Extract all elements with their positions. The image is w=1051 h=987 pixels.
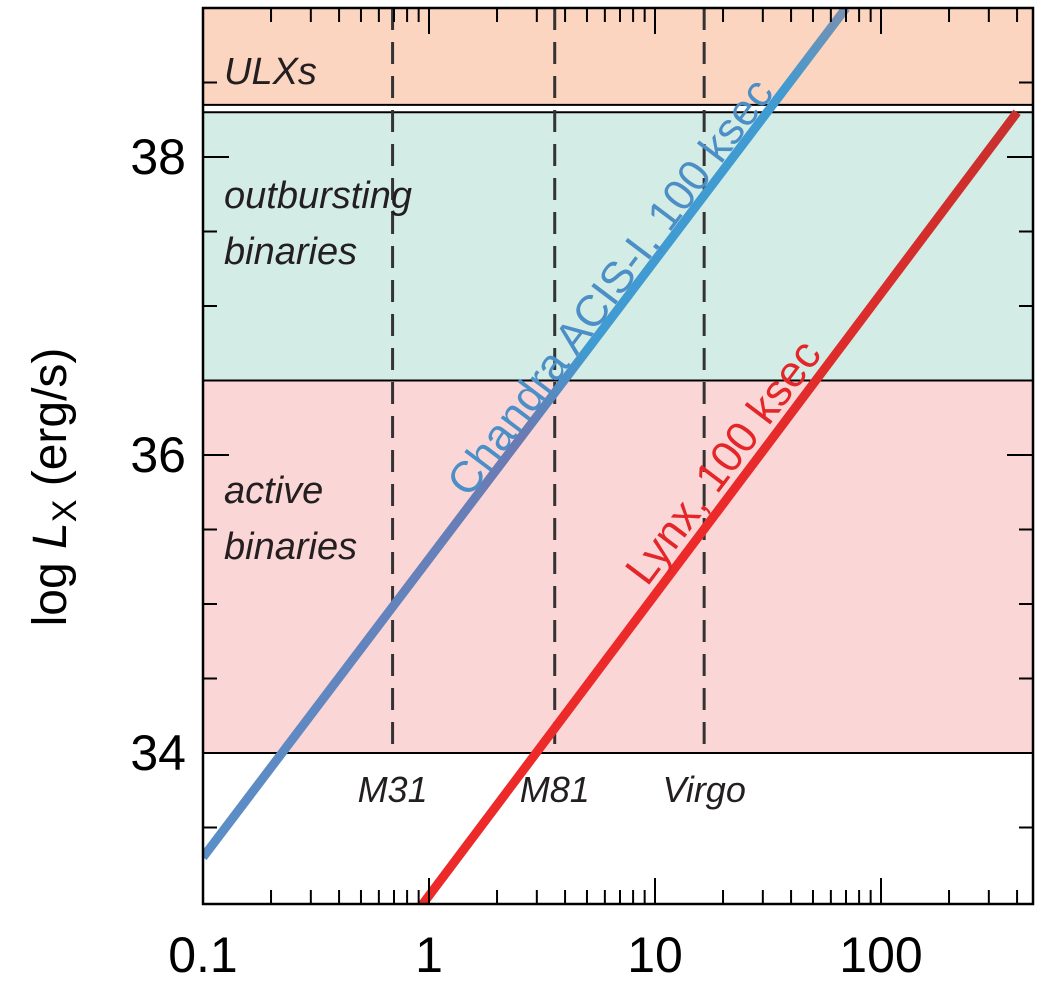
marker-label: Virgo <box>662 769 745 810</box>
region-label: outbursting <box>224 175 412 217</box>
y-tick-label: 38 <box>130 129 186 185</box>
region-band <box>203 112 1033 381</box>
region-bands <box>203 8 1033 754</box>
series-line <box>417 109 1021 904</box>
region-band <box>203 8 1033 105</box>
y-tick-label: 36 <box>130 427 186 483</box>
sensitivity-lines <box>203 8 1021 904</box>
x-tick-label: 1 <box>415 927 443 983</box>
marker-label: M31 <box>358 769 428 810</box>
series-line <box>203 8 850 861</box>
x-tick-label: 0.1 <box>168 927 238 983</box>
x-tick-label: 100 <box>839 927 922 983</box>
region-label: binaries <box>224 231 357 273</box>
plot-frame <box>201 6 1035 906</box>
region-labels: ULXs outbursting binaries active binaries <box>224 51 412 568</box>
distance-markers <box>391 8 706 753</box>
y-tick-label: 34 <box>130 725 186 781</box>
region-band <box>203 380 1033 753</box>
region-label: active <box>224 470 323 512</box>
y-axis-title: log LX (erg/s) <box>24 348 84 627</box>
x-tick-label: 10 <box>627 927 683 983</box>
region-label: ULXs <box>224 51 317 93</box>
marker-labels: M31 M81 Virgo <box>358 769 746 810</box>
marker-label: M81 <box>520 769 590 810</box>
tick-labels: 0.1 1 10 100 34 36 38 <box>130 129 922 983</box>
region-label: binaries <box>224 526 357 568</box>
